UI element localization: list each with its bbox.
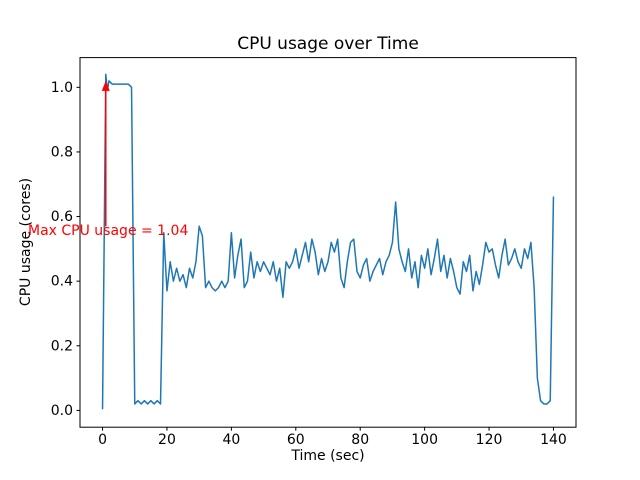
x-tick-label: 140 [540,432,567,448]
x-tick-label: 80 [351,432,369,448]
y-tick-label: 0.4 [51,274,73,290]
x-tick-label: 0 [98,432,107,448]
y-tick-label: 0.6 [51,209,73,225]
x-axis-label: Time (sec) [291,448,365,464]
chart-title: CPU usage over Time [237,34,419,54]
cpu-usage-line [101,73,555,410]
x-tick-label: 60 [287,432,305,448]
max-cpu-annotation-text: Max CPU usage = 1.04 [28,223,189,239]
axes-spines [79,57,577,428]
x-tick-label: 120 [476,432,503,448]
y-axis-label: CPU usage (cores) [18,177,34,307]
y-tick-label: 0.2 [51,338,73,354]
x-tick-label: 40 [222,432,240,448]
y-tick-label: 1.0 [51,80,73,96]
annotation-arrow-head [101,80,110,91]
y-tick-label: 0.0 [51,403,73,419]
y-tick-label: 0.8 [51,144,73,160]
x-tick-label: 20 [158,432,176,448]
x-tick-label: 100 [411,432,438,448]
